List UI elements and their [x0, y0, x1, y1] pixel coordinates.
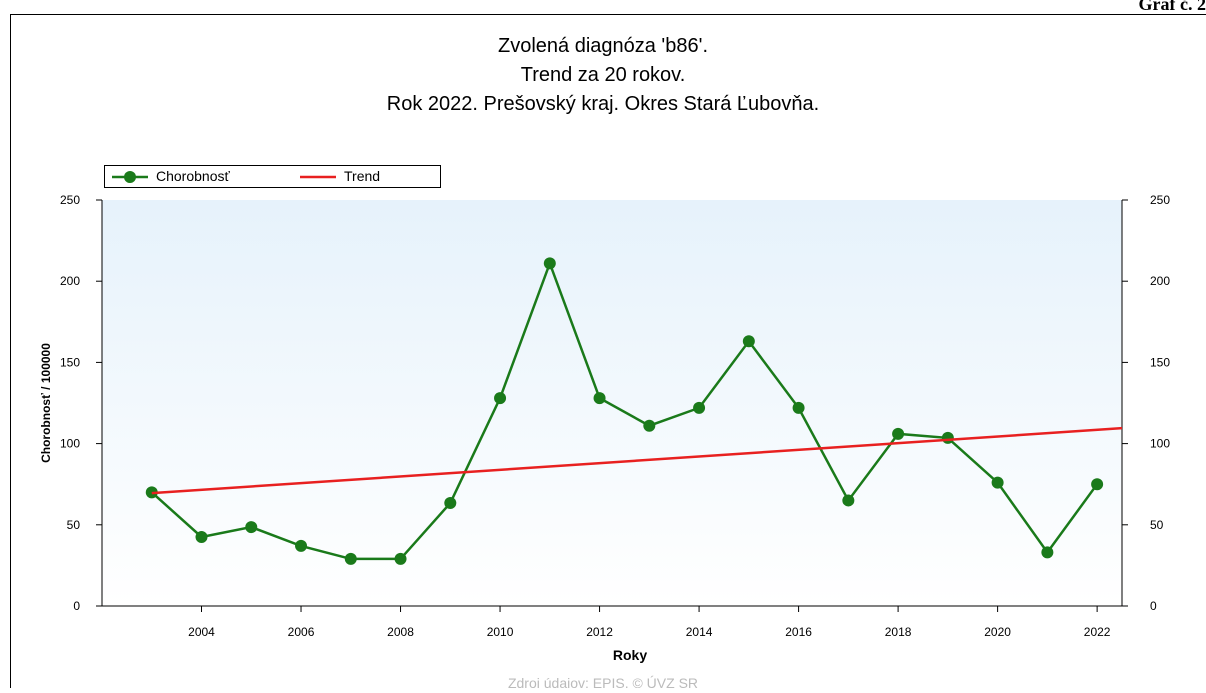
legend-label: Chorobnosť — [156, 168, 230, 184]
y2-tick-label: 150 — [1150, 355, 1170, 369]
point — [743, 335, 755, 347]
point — [295, 540, 307, 552]
y2-tick-label: 0 — [1150, 599, 1157, 613]
source: Zdroj údajov: EPIS, © ÚVZ SR — [508, 675, 698, 688]
point — [196, 531, 208, 543]
legend-marker — [124, 171, 136, 183]
y2-tick-label: 200 — [1150, 274, 1170, 288]
point — [395, 553, 407, 565]
x-tick-label: 2020 — [984, 625, 1011, 639]
legend-label: Trend — [344, 168, 380, 184]
point — [1041, 546, 1053, 558]
x-tick-label: 2022 — [1084, 625, 1111, 639]
chart-title: Rok 2022. Prešovský kraj. Okres Stará Ľu… — [387, 93, 819, 115]
point — [444, 497, 456, 509]
point — [494, 392, 506, 404]
y2-tick-label: 250 — [1150, 193, 1170, 207]
y-tick-label: 250 — [60, 193, 80, 207]
x-tick-label: 2010 — [487, 625, 514, 639]
y-tick-label: 150 — [60, 355, 80, 369]
point — [693, 402, 705, 414]
x-tick-label: 2004 — [188, 625, 215, 639]
x-tick-label: 2018 — [885, 625, 912, 639]
y-tick-label: 50 — [67, 518, 81, 532]
point — [942, 432, 954, 444]
point — [594, 392, 606, 404]
y-tick-label: 200 — [60, 274, 80, 288]
point — [992, 477, 1004, 489]
y-tick-label: 100 — [60, 437, 80, 451]
page-label: Graf č. 2 — [1139, 0, 1206, 14]
point — [842, 494, 854, 506]
x-tick-label: 2012 — [586, 625, 613, 639]
point — [643, 420, 655, 432]
point — [892, 428, 904, 440]
point — [345, 553, 357, 565]
x-tick-label: 2016 — [785, 625, 812, 639]
chart-title: Zvolená diagnóza 'b86'. — [498, 35, 708, 57]
point — [245, 521, 257, 533]
plot-area — [102, 200, 1122, 606]
x-tick-label: 2006 — [288, 625, 315, 639]
legend-box — [105, 166, 441, 188]
x-tick-label: 2008 — [387, 625, 414, 639]
x-axis-label: Roky — [613, 647, 647, 663]
point — [544, 257, 556, 269]
y-axis-label: Chorobnosť / 100000 — [39, 343, 53, 463]
y2-tick-label: 50 — [1150, 518, 1164, 532]
x-tick-label: 2014 — [686, 625, 713, 639]
point — [1091, 478, 1103, 490]
y-tick-label: 0 — [73, 599, 80, 613]
y2-tick-label: 100 — [1150, 437, 1170, 451]
point — [793, 402, 805, 414]
chart-title: Trend za 20 rokov. — [521, 64, 686, 86]
